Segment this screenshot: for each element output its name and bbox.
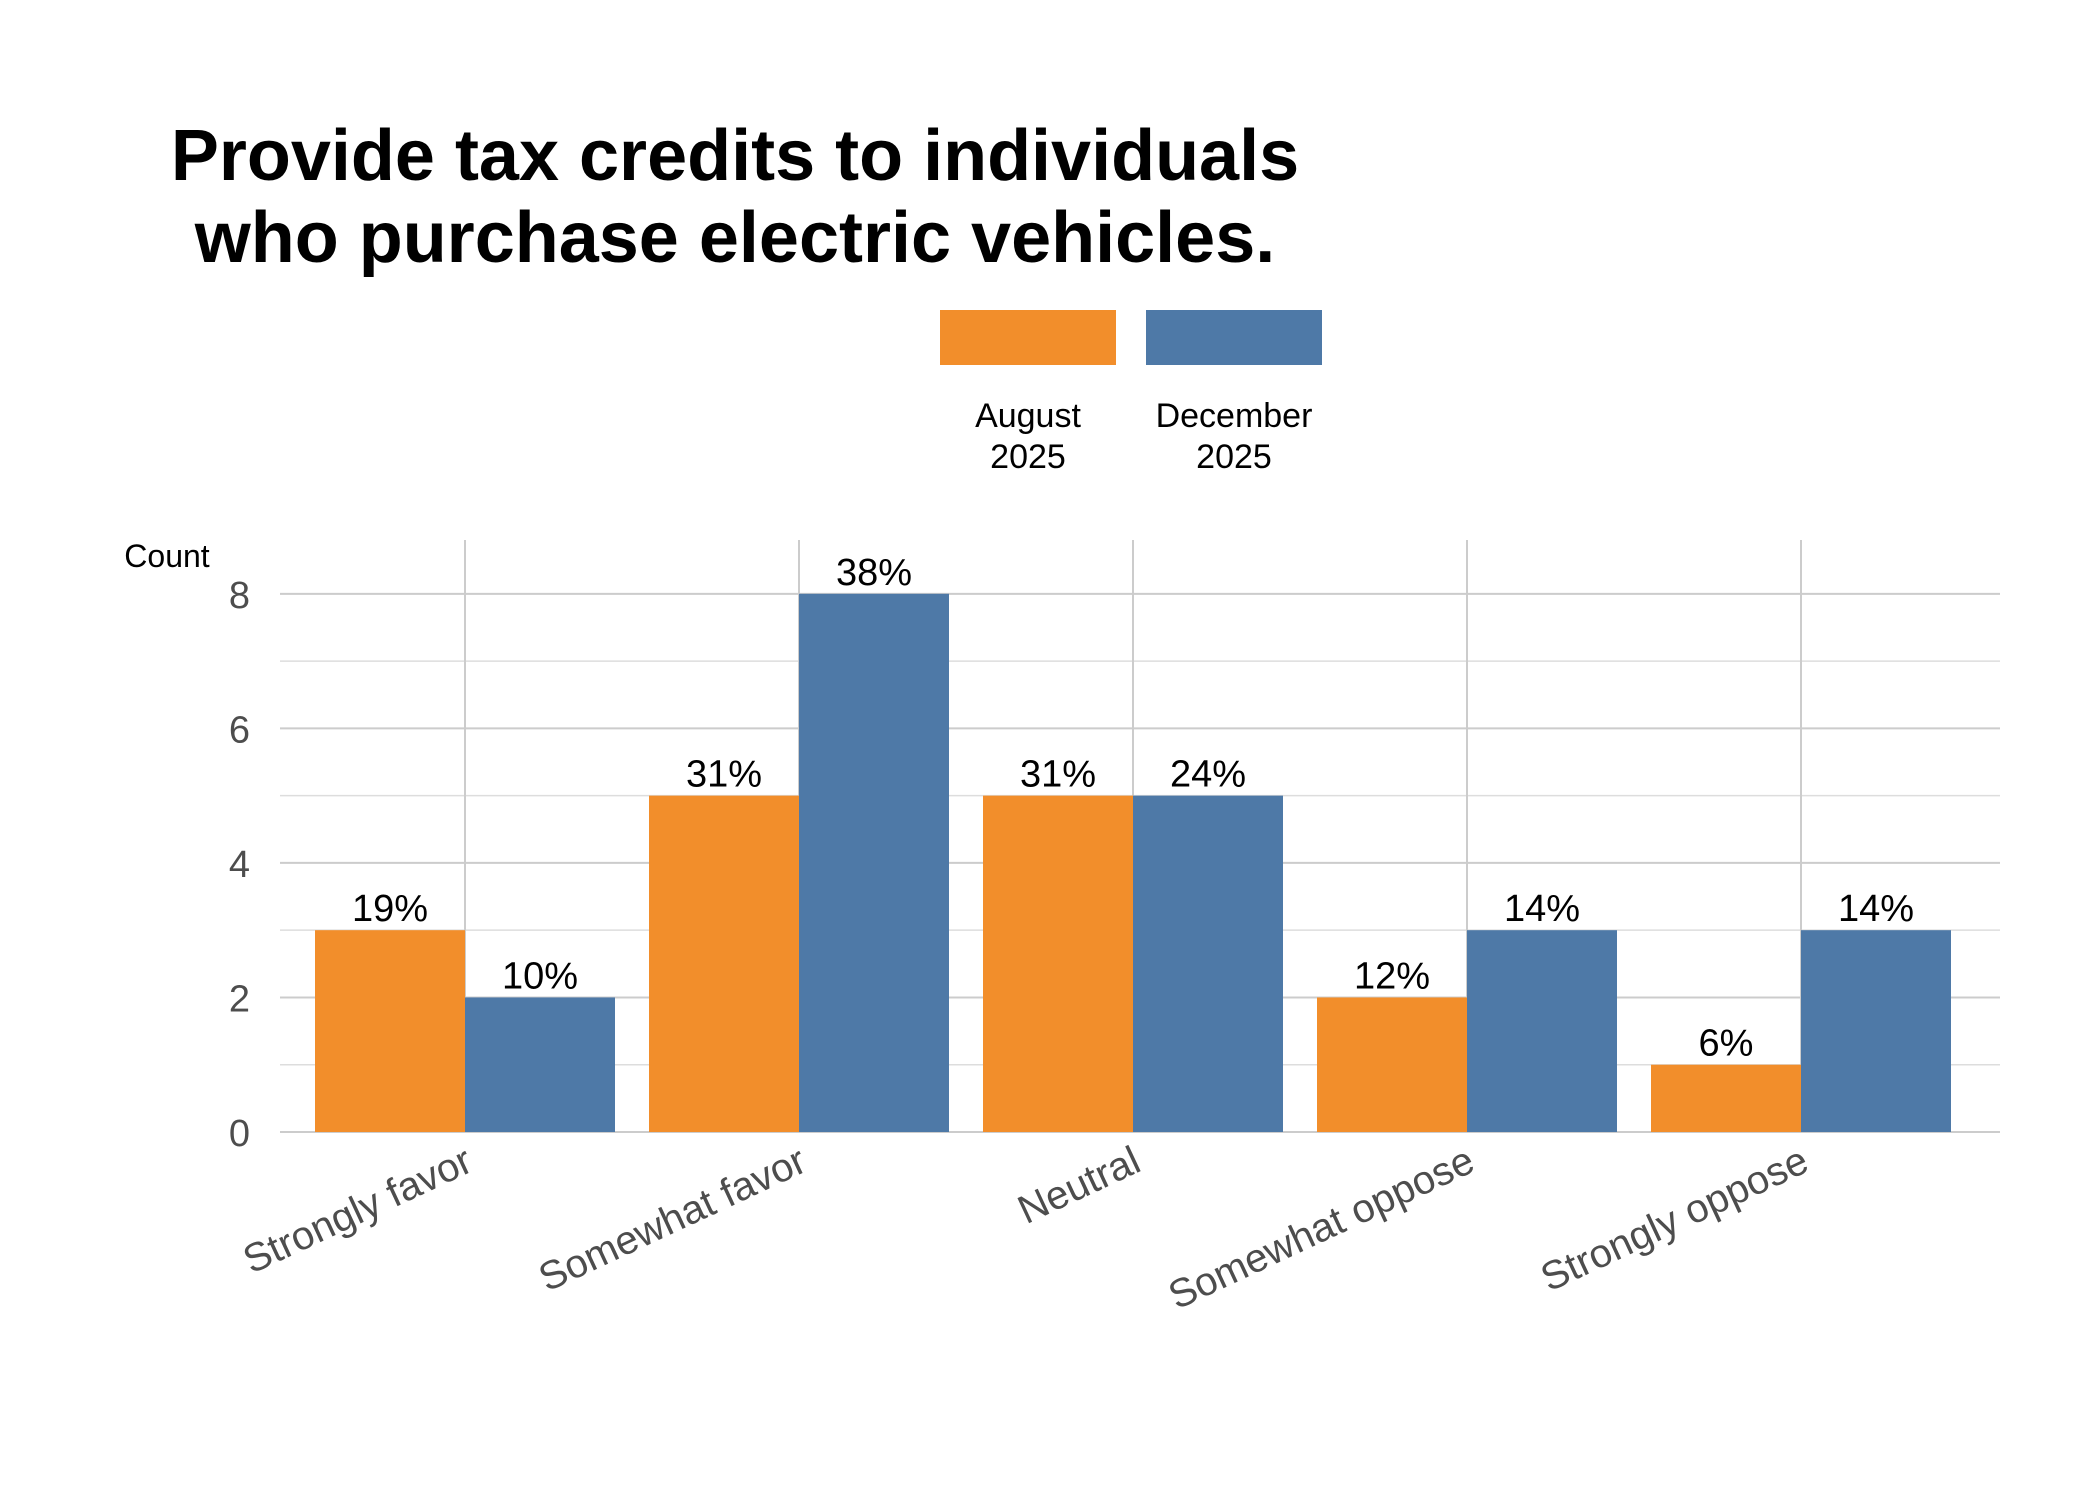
x-tick-label: Neutral: [1011, 1138, 1146, 1232]
bar-value-label: 31%: [1020, 754, 1096, 796]
bars: [315, 593, 1951, 1132]
y-tick-label: 4: [229, 844, 250, 886]
y-tick-label: 2: [229, 978, 250, 1020]
legend-label-december-line-1: December: [1156, 397, 1313, 435]
x-tick-label: Somewhat oppose: [1162, 1138, 1481, 1318]
bar-value-label: 14%: [1838, 888, 1914, 930]
bar: [1801, 930, 1951, 1132]
bar-value-label: 19%: [352, 888, 428, 930]
bar-value-label: 24%: [1170, 754, 1246, 796]
bar-labels: 19% 10% 31% 38% 31% 24% 12% 14% 6% 14%: [352, 552, 1914, 1065]
legend: August 2025 December 2025: [940, 310, 1322, 476]
y-axis-ticks: 0 2 4 6 8: [229, 575, 250, 1155]
bar: [465, 997, 615, 1132]
x-tick-label: Strongly favor: [237, 1138, 479, 1282]
bar: [315, 930, 465, 1132]
bar: [1317, 997, 1467, 1132]
chart-title: Provide tax credits to individuals who p…: [171, 116, 1299, 278]
bar-value-label: 6%: [1699, 1023, 1754, 1065]
x-tick-label: Strongly oppose: [1534, 1138, 1815, 1300]
bar-value-label: 12%: [1354, 955, 1430, 997]
bar: [1467, 930, 1617, 1132]
y-tick-label: 6: [229, 709, 250, 751]
x-axis-ticks: Strongly favor Somewhat favor Neutral Somew…: [237, 1138, 1815, 1318]
bar-value-label: 10%: [502, 955, 578, 997]
y-tick-label: 0: [229, 1113, 250, 1155]
bar: [649, 795, 799, 1132]
legend-swatch-august-2025: [940, 310, 1116, 365]
bar: [1133, 795, 1283, 1132]
bar: [983, 795, 1133, 1132]
bar: [799, 593, 949, 1132]
legend-label-august-line-2: 2025: [990, 438, 1066, 476]
chart-title-line-1: Provide tax credits to individuals: [171, 116, 1299, 196]
bar-value-label: 38%: [836, 552, 912, 594]
x-tick-label: Somewhat favor: [532, 1138, 813, 1300]
bar-value-label: 31%: [686, 754, 762, 796]
bar-value-label: 14%: [1504, 888, 1580, 930]
legend-label-december-line-2: 2025: [1196, 438, 1272, 476]
bar: [1651, 1064, 1801, 1132]
chart-title-line-2: who purchase electric vehicles.: [194, 198, 1276, 278]
y-axis-label: Count: [124, 538, 210, 574]
legend-swatch-december-2025: [1146, 310, 1322, 365]
y-tick-label: 8: [229, 575, 250, 617]
legend-label-august-line-1: August: [975, 397, 1081, 435]
